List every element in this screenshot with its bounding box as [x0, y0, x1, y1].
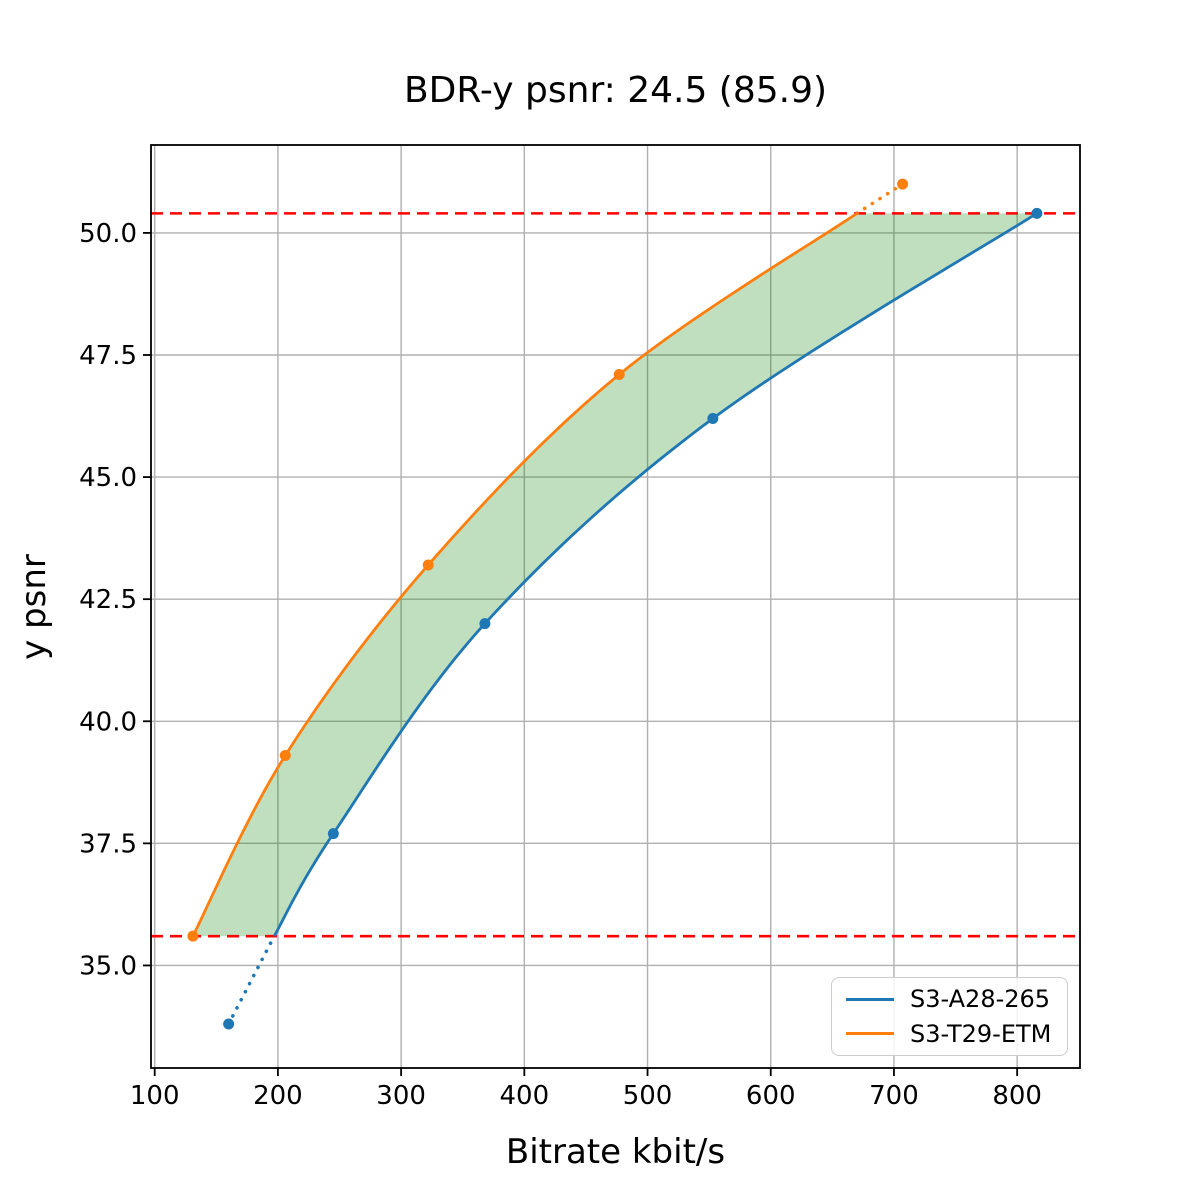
legend-line-swatch-blue [846, 997, 894, 1001]
data-point-marker [479, 618, 491, 630]
x-tick-label: 600 [746, 1081, 796, 1111]
legend: S3-A28-265 S3-T29-ETM [831, 977, 1068, 1056]
legend-entry-s3-t29-etm: S3-T29-ETM [832, 1020, 1067, 1048]
curve-dotted-S3-T29-ETM [855, 182, 905, 216]
data-point-marker [187, 930, 199, 942]
data-point-marker [897, 178, 909, 190]
legend-label: S3-A28-265 [910, 985, 1051, 1014]
legend-label: S3-T29-ETM [910, 1019, 1052, 1048]
data-point-marker [327, 828, 339, 840]
data-point-marker [707, 412, 719, 424]
y-tick-label: 35.0 [79, 951, 137, 981]
axis-tick-labels: 100 200 300 400 500 600 700 800 35.0 37.5 40.0 42.5… [79, 219, 1042, 1111]
y-tick-label: 47.5 [79, 341, 137, 371]
y-tick-label: 37.5 [79, 829, 137, 859]
data-point-markers [187, 178, 1043, 1030]
chart-title: BDR-y psnr: 24.5 (85.9) [403, 70, 828, 111]
x-tick-label: 100 [130, 1081, 180, 1111]
reference-hlines [151, 212, 1080, 938]
data-point-marker [279, 749, 291, 761]
x-tick-label: 300 [376, 1081, 426, 1111]
gridlines [151, 145, 1080, 1068]
axis-ticks [143, 232, 1019, 1076]
rd-curves [191, 182, 1038, 1026]
y-tick-label: 42.5 [79, 585, 137, 615]
data-point-marker [613, 369, 625, 381]
data-point-marker [1031, 207, 1043, 219]
x-tick-label: 700 [869, 1081, 919, 1111]
x-axis-label: Bitrate kbit/s [505, 1132, 726, 1172]
x-tick-label: 800 [992, 1081, 1042, 1111]
axes-spines [150, 144, 1081, 1069]
curve-solid-S3-A28-265 [272, 212, 1038, 937]
y-axis-label: y psnr [14, 554, 54, 660]
y-tick-label: 40.0 [79, 707, 137, 737]
data-point-marker [223, 1018, 235, 1030]
y-tick-label: 45.0 [79, 463, 137, 493]
bd-fill-path [192, 213, 1037, 937]
axes-border [150, 144, 1081, 1069]
x-tick-label: 200 [253, 1081, 303, 1111]
x-tick-label: 400 [500, 1081, 550, 1111]
bd-shaded-region [192, 213, 1037, 937]
data-point-marker [422, 559, 434, 571]
legend-line-swatch-orange [846, 1032, 894, 1036]
legend-entry-s3-a28-265: S3-A28-265 [832, 985, 1067, 1013]
y-tick-label: 50.0 [79, 219, 137, 249]
curve-dotted-S3-A28-265 [226, 934, 277, 1026]
x-tick-label: 500 [623, 1081, 673, 1111]
